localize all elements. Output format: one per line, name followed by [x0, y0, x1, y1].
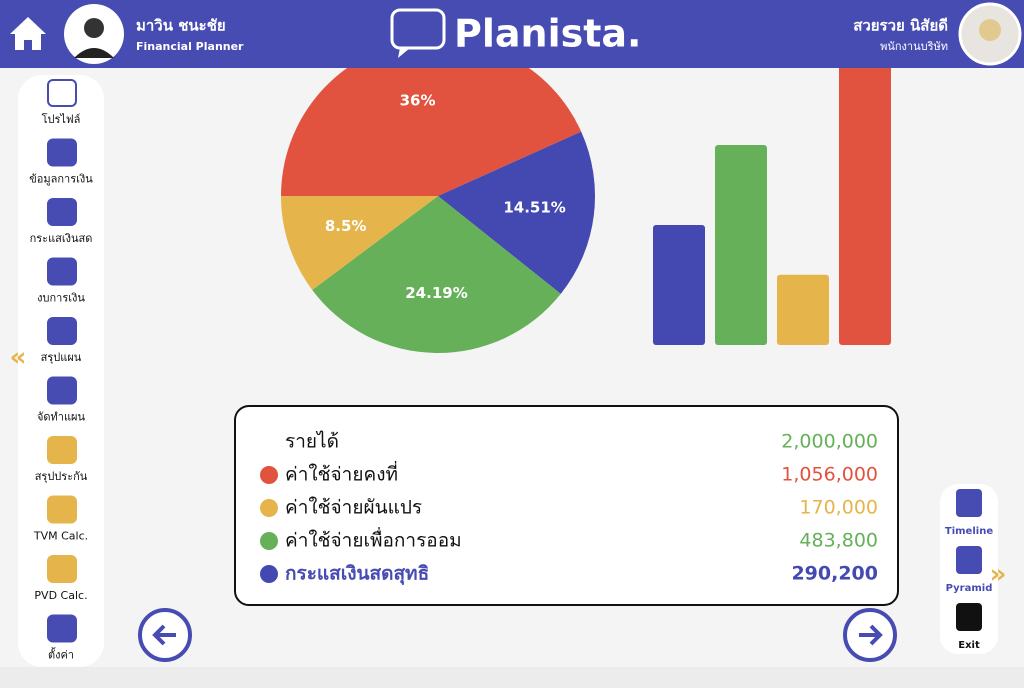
menu-label[interactable]: งบการเงิน	[37, 292, 85, 305]
menu-label[interactable]: สรุปประกัน	[35, 470, 88, 483]
legend-dot	[260, 466, 278, 484]
menu-label[interactable]: PVD Calc.	[34, 589, 87, 602]
menu-label[interactable]: กระแสเงินสด	[30, 232, 93, 245]
pie-label: 8.5%	[325, 217, 367, 235]
row-label: ค่าใช้จ่ายผันแปร	[285, 497, 422, 519]
right-menu-items: Timeline Pyramid Exit	[945, 489, 993, 651]
menu-icon[interactable]	[956, 489, 982, 517]
menu-label[interactable]: สรุปแผน	[41, 351, 82, 364]
legend-dot	[260, 565, 278, 583]
pie-label: 14.51%	[503, 199, 565, 217]
menu-icon[interactable]	[956, 603, 982, 631]
bar	[715, 144, 767, 345]
sidebar	[18, 75, 104, 667]
pie-label: 36%	[400, 91, 436, 109]
row-value: 1,056,000	[781, 464, 878, 486]
pie-label: 24.19%	[405, 284, 467, 302]
menu-icon[interactable]	[47, 436, 77, 464]
prev-arrow	[152, 624, 176, 646]
summary-rows: รายได้ 2,000,000 ค่าใช้จ่ายคงที่ 1,056,000 ค…	[260, 431, 878, 586]
menu-icon[interactable]	[47, 138, 77, 167]
row-label: กระแสเงินสดสุทธิ	[285, 563, 429, 586]
header-bar	[0, 0, 1024, 68]
row-value: 483,800	[799, 530, 878, 552]
menu-label[interactable]: Pyramid	[946, 583, 993, 594]
avatar-face	[84, 18, 104, 38]
bar	[653, 225, 705, 345]
home-button[interactable]	[10, 17, 46, 50]
row-label: ค่าใช้จ่ายคงที่	[285, 461, 398, 486]
pie-slice	[281, 39, 582, 196]
avatar-body	[74, 48, 114, 58]
avatar-face	[979, 19, 1001, 41]
row-value: 2,000,000	[781, 431, 878, 453]
menu-label[interactable]: ข้อมูลการเงิน	[29, 173, 93, 186]
row-value: 170,000	[799, 497, 878, 519]
menu-icon[interactable]	[47, 198, 77, 226]
menu-icon[interactable]	[47, 257, 77, 286]
sidebar-items: โปรไฟล์ข้อมูลการเงินกระแสเงินสดงบการเงิน…	[29, 79, 93, 662]
client-name: สวยรวย นิสัยดี	[853, 17, 948, 35]
pie-slice	[438, 131, 596, 294]
legend-dot	[260, 532, 278, 550]
menu-label[interactable]: จัดทำแผน	[37, 411, 86, 424]
menu-icon[interactable]	[956, 546, 982, 574]
menu-label[interactable]: Exit	[958, 640, 980, 651]
planner-role: Financial Planner	[136, 40, 244, 53]
pie-slice	[312, 196, 561, 354]
collapse-right[interactable]: »	[990, 560, 1007, 590]
menu-icon[interactable]	[47, 79, 77, 107]
row-label: รายได้	[285, 431, 339, 453]
menu-icon[interactable]	[47, 495, 77, 524]
planner-name: มาวิน ชนะชัย	[136, 17, 226, 35]
menu-label[interactable]: TVM Calc.	[33, 530, 88, 543]
menu-icon[interactable]	[47, 614, 77, 643]
menu-label[interactable]: โปรไฟล์	[42, 112, 81, 126]
menu-label[interactable]: Timeline	[945, 526, 993, 537]
brand: Planista.	[454, 12, 641, 56]
pie-slice	[281, 196, 438, 291]
menu-icon[interactable]	[47, 317, 77, 345]
logo-icon	[390, 8, 446, 50]
charts: 36% 14.51% 24.19% 8.5%	[281, 0, 891, 354]
menu-label[interactable]: ตั้งค่า	[48, 647, 74, 662]
collapse-left[interactable]: «	[10, 343, 27, 373]
menu-icon[interactable]	[47, 555, 77, 583]
row-label: ค่าใช้จ่ายเพื่อการออม	[285, 527, 462, 552]
summary-box	[234, 405, 899, 606]
next-arrow	[859, 624, 883, 646]
logo-tail	[398, 48, 410, 58]
bottom-bar	[0, 667, 1024, 688]
bar	[839, 0, 891, 345]
row-value: 290,200	[791, 563, 878, 585]
legend-dot	[260, 499, 278, 517]
client-role: พนักงานบริษัท	[880, 40, 948, 53]
menu-icon[interactable]	[47, 376, 77, 405]
bar	[777, 274, 829, 345]
